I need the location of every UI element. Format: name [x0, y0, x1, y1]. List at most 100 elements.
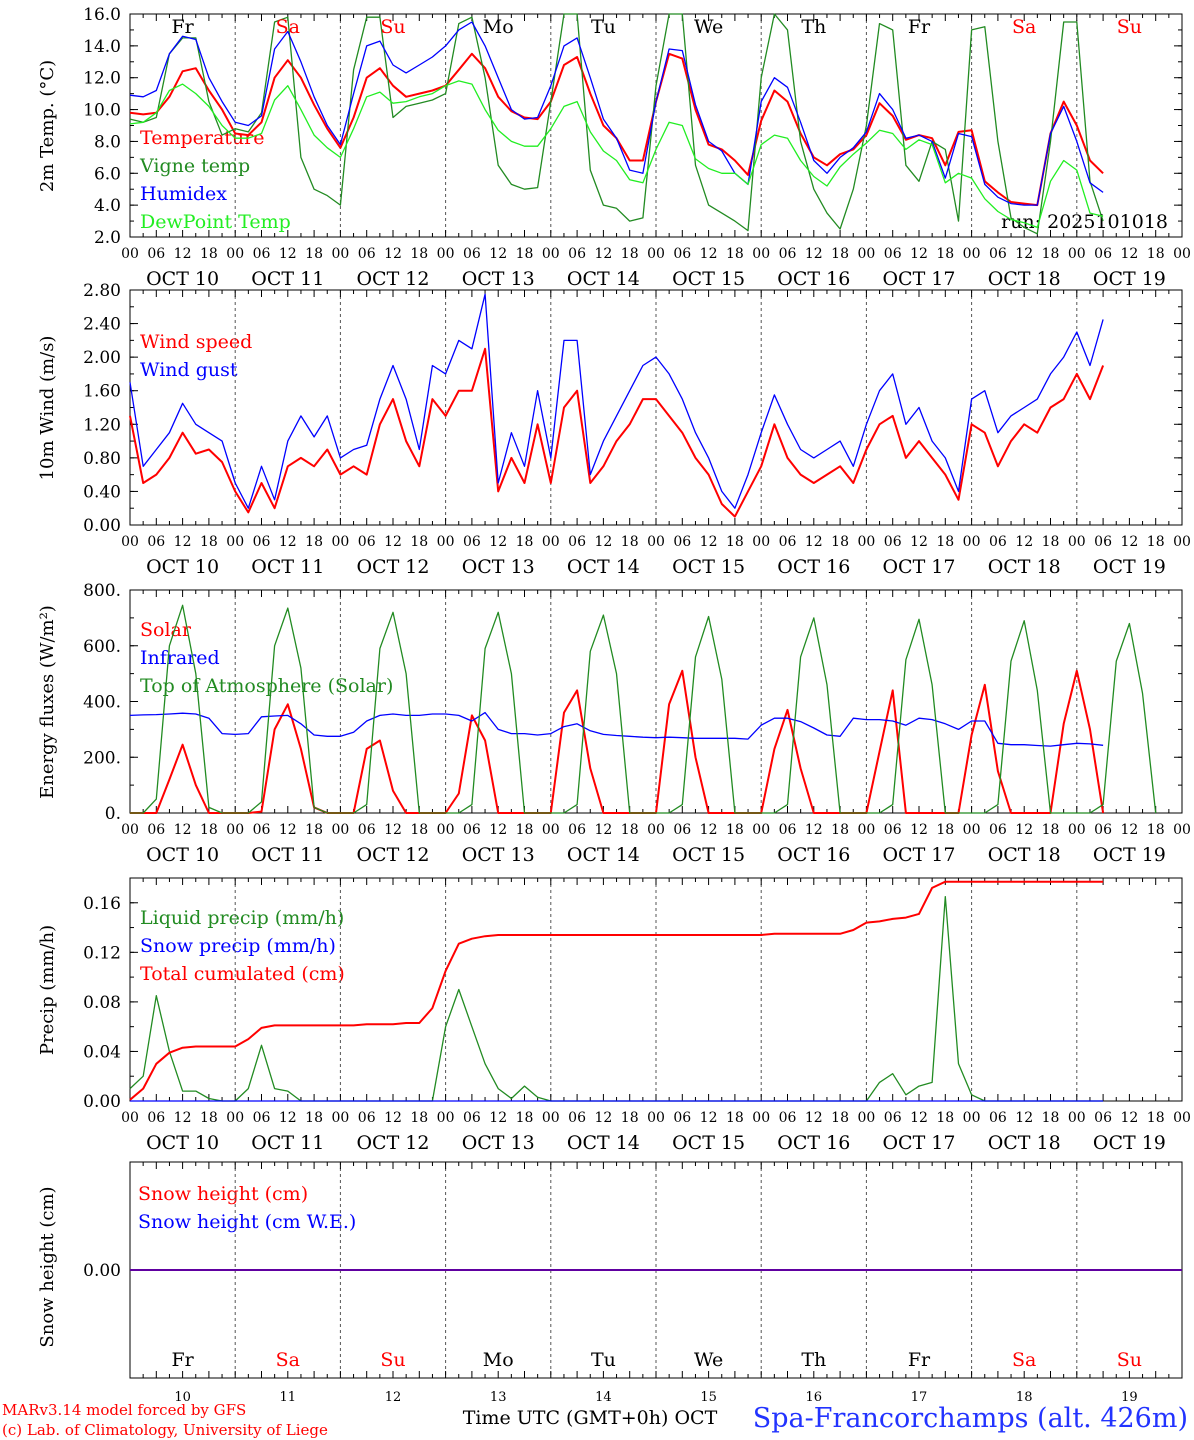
x-hour-label: 06: [884, 1110, 902, 1126]
y-tick-label: 0.: [105, 804, 121, 824]
weekday-label-bottom: Th: [801, 1349, 826, 1371]
legend-liquid-precip: Liquid precip (mm/h): [140, 907, 344, 929]
x-hour-label: 00: [647, 822, 665, 838]
x-hour-label: 18: [516, 822, 534, 838]
y-tick-label: 0.04: [83, 1042, 121, 1062]
wind-y-axis-label: 10m Wind (m/s): [37, 336, 58, 481]
series-line-total-cumulated-cm: [129, 880, 1104, 1101]
x-hour-label: 12: [384, 1110, 402, 1126]
legend-toa-solar: Top of Atmosphere (Solar): [140, 675, 393, 697]
y-tick-label: 600.: [83, 637, 121, 657]
x-hour-label: 00: [121, 1110, 139, 1126]
x-hour-label: 00: [1068, 246, 1086, 262]
x-hour-label: 00: [963, 1110, 981, 1126]
x-hour-label: 00: [121, 822, 139, 838]
x-hour-label: 00: [647, 534, 665, 550]
x-hour-label: 00: [542, 534, 560, 550]
x-hour-label: 12: [1120, 246, 1138, 262]
x-hour-label: 18: [621, 1110, 639, 1126]
precip-y-axis-label: Precip (mm/h): [37, 925, 58, 1055]
y-tick-label: 0.12: [83, 943, 121, 963]
y-tick-label: 800.: [83, 581, 121, 601]
station-title: Spa-Francorchamps (alt. 426m): [753, 1403, 1188, 1434]
x-hour-label: 06: [1094, 534, 1112, 550]
x-day-label: OCT 18: [988, 268, 1061, 290]
legend-wind-speed: Wind speed: [140, 331, 252, 353]
weekday-label-bottom: Sa: [276, 1349, 300, 1371]
y-tick-label: 0.00: [83, 1092, 121, 1112]
legend-dewpoint-temp: DewPoint Temp: [140, 211, 291, 233]
x-hour-label: 00: [437, 534, 455, 550]
day-number-label: 18: [1016, 1390, 1033, 1405]
legend-snow-height: Snow height (cm): [138, 1183, 308, 1205]
weekday-label-bottom: Mo: [483, 1349, 514, 1371]
panel-wind: 10m Wind (m/s) Wind speed Wind gust 0.00…: [37, 281, 1183, 536]
x-hour-label: 06: [463, 534, 481, 550]
y-tick-label: 14.0: [83, 37, 121, 57]
x-hour-label: 18: [936, 1110, 954, 1126]
x-day-label: OCT 18: [988, 1132, 1061, 1154]
x-hour-label: 18: [516, 246, 534, 262]
x-hour-label: 00: [331, 822, 349, 838]
x-hour-label: 00: [752, 534, 770, 550]
x-hour-label: 00: [963, 246, 981, 262]
day-number-label: 19: [1121, 1390, 1138, 1405]
x-hour-label: 00: [121, 246, 139, 262]
x-hour-label: 00: [542, 822, 560, 838]
x-hour-label: 12: [805, 822, 823, 838]
x-hour-label: 00: [437, 246, 455, 262]
x-hour-label: 00: [542, 246, 560, 262]
x-hour-label: 12: [1120, 1110, 1138, 1126]
x-hour-label: 12: [594, 1110, 612, 1126]
x-hour-label: 12: [805, 246, 823, 262]
x-hour-label: 06: [253, 1110, 271, 1126]
x-hour-label: 18: [831, 822, 849, 838]
x-hour-label: 06: [673, 246, 691, 262]
x-hour-label: 00: [226, 534, 244, 550]
x-hour-label: 18: [831, 1110, 849, 1126]
x-hour-label: 06: [253, 534, 271, 550]
x-hour-label: 12: [384, 534, 402, 550]
x-day-label: OCT 19: [1093, 1132, 1166, 1154]
x-hour-label: 06: [779, 534, 797, 550]
y-tick-label: 1.60: [83, 382, 121, 402]
x-hour-label: 06: [989, 822, 1007, 838]
x-day-label: OCT 15: [672, 556, 745, 578]
x-hour-label: 00: [963, 822, 981, 838]
x-day-label: OCT 11: [251, 556, 324, 578]
x-hour-label: 12: [910, 822, 928, 838]
x-hour-label: 06: [884, 822, 902, 838]
x-hour-label: 12: [700, 1110, 718, 1126]
x-hour-label: 06: [463, 1110, 481, 1126]
x-hour-label: 18: [1042, 534, 1060, 550]
y-tick-label: 16.0: [83, 5, 121, 25]
x-hour-label: 18: [726, 534, 744, 550]
x-hour-label: 06: [779, 246, 797, 262]
x-hour-label: 18: [200, 1110, 218, 1126]
x-hour-label: 00: [437, 822, 455, 838]
x-hour-label: 00: [331, 1110, 349, 1126]
x-day-label: OCT 13: [462, 268, 535, 290]
x-hour-label: 00: [1173, 1110, 1191, 1126]
x-day-label: OCT 19: [1093, 556, 1166, 578]
x-hour-label: 06: [884, 246, 902, 262]
x-hour-label: 12: [1015, 822, 1033, 838]
x-day-label: OCT 10: [146, 556, 219, 578]
weekday-label-top: Mo: [483, 16, 514, 38]
x-hour-label: 06: [147, 246, 165, 262]
x-hour-label: 18: [621, 534, 639, 550]
x-hour-label: 06: [568, 822, 586, 838]
x-day-label: OCT 19: [1093, 844, 1166, 866]
x-day-label: OCT 18: [988, 556, 1061, 578]
legend-solar: Solar: [140, 619, 192, 641]
panel-energy: Energy fluxes (W/m²) Solar Infrared Top …: [37, 581, 1183, 824]
x-hour-label: 12: [384, 822, 402, 838]
x-day-label: OCT 10: [146, 1132, 219, 1154]
x-day-label: OCT 13: [462, 1132, 535, 1154]
day-number-label: 12: [385, 1390, 402, 1405]
series-line-top-of-atmosphere-solar: [130, 604, 1157, 814]
x-hour-label: 12: [1015, 1110, 1033, 1126]
series-line-humidex: [129, 21, 1104, 206]
x-hour-label: 00: [121, 534, 139, 550]
x-day-label: OCT 12: [356, 556, 429, 578]
